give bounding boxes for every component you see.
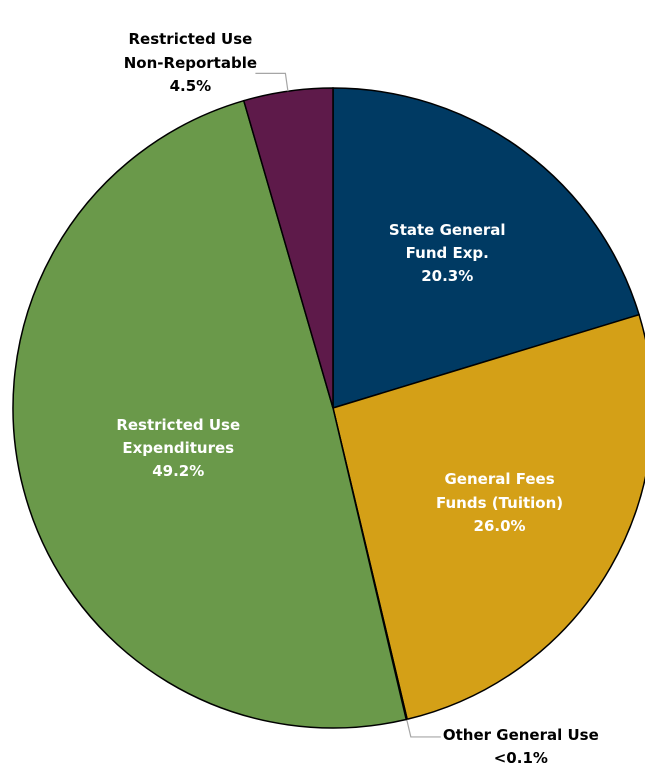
value-label: 26.0%	[473, 517, 526, 536]
value-label: 49.2%	[152, 462, 205, 481]
slice-label: Restricted Use Expenditures 49.2%	[103, 414, 253, 484]
category-label: Restricted Use Expenditures	[116, 415, 241, 457]
slice-label: Restricted Use Non-Reportable 4.5%	[110, 28, 270, 98]
category-label: General Fees Funds (Tuition)	[435, 470, 564, 512]
slice-label: Other General Use <0.1%	[431, 724, 611, 769]
value-label: 20.3%	[421, 267, 474, 286]
pie-slice	[242, 87, 334, 409]
value-label: 4.5%	[169, 76, 212, 95]
leader-line	[255, 72, 289, 92]
value-label: <0.1%	[493, 748, 548, 767]
leader-line	[406, 719, 441, 738]
slice-label: State General Fund Exp. 20.3%	[372, 219, 522, 289]
category-label: Restricted Use Non-Reportable	[123, 30, 258, 72]
category-label: State General Fund Exp.	[388, 220, 506, 263]
pie-slice	[332, 87, 641, 410]
pie-slice	[332, 313, 645, 721]
pie-slice	[12, 99, 408, 729]
category-label: Other General Use	[442, 725, 599, 744]
slice-label: General Fees Funds (Tuition) 26.0%	[420, 469, 580, 539]
